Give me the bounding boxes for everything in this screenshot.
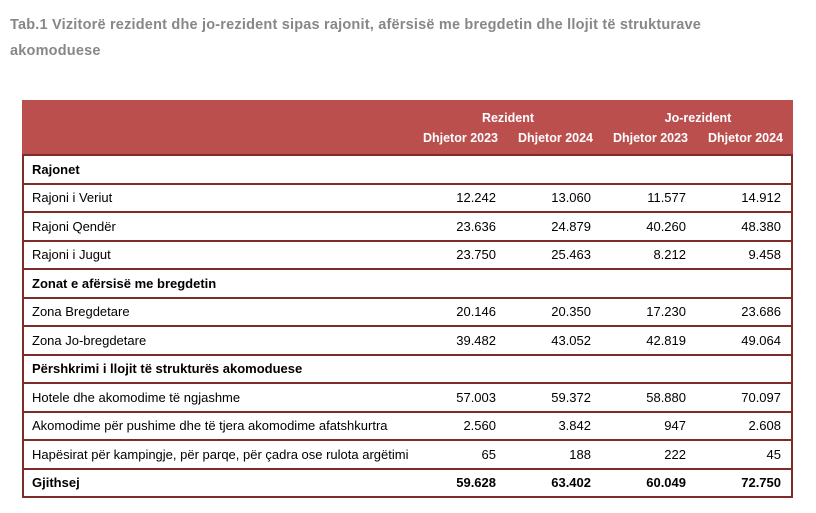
row-label: Përshkrimi i llojit të strukturës akomod… xyxy=(32,361,303,377)
cell-value: 72.750 xyxy=(741,475,781,491)
cell-value: 70.097 xyxy=(741,389,781,405)
cell-value: 39.482 xyxy=(456,332,496,348)
table-row: Rajoni i Veriut 12.242 13.060 11.577 14.912 xyxy=(22,182,793,211)
section-row: Përshkrimi i llojit të strukturës akomod… xyxy=(22,353,793,382)
section-row: Zonat e afërsisë me bregdetin xyxy=(22,268,793,297)
table-row: Rajoni i Jugut 23.750 25.463 8.212 9.458 xyxy=(22,239,793,268)
row-label: Zona Jo-bregdetare xyxy=(32,332,147,348)
cell-value: 9.458 xyxy=(748,247,781,263)
row-label: Hotele dhe akomodime të ngjashme xyxy=(32,389,241,405)
table-row: Zona Jo-bregdetare 39.482 43.052 42.819 49.0… xyxy=(22,325,793,354)
cell-value: 40.260 xyxy=(646,218,686,234)
cell-value: 60.049 xyxy=(646,475,686,491)
cell-value: 63.402 xyxy=(551,475,591,491)
cell-value: 23.686 xyxy=(741,304,781,320)
cell-value: 43.052 xyxy=(551,332,591,348)
row-label: Rajonet xyxy=(32,161,80,177)
table-body: Rajonet Rajoni i Veriut 12.242 13.060 11.577… xyxy=(22,154,793,498)
row-label: Zonat e afërsisë me bregdetin xyxy=(32,275,217,291)
table-row: Hapësirat për kampingje, për parqe, për … xyxy=(22,439,793,468)
cell-value: 25.463 xyxy=(551,247,591,263)
cell-value: 222 xyxy=(664,446,686,462)
cell-value: 45 xyxy=(766,446,781,462)
cell-value: 59.372 xyxy=(551,389,591,405)
column-header: Dhjetor 2023 xyxy=(422,131,498,145)
column-group-row: Rezident Jo-rezident xyxy=(22,108,793,128)
cell-value: 8.212 xyxy=(653,247,686,263)
table-header: Rezident Jo-rezident Dhjetor 2023 Dhjetor … xyxy=(22,100,793,154)
cell-value: 57.003 xyxy=(456,389,496,405)
column-header: Dhjetor 2024 xyxy=(517,131,593,145)
total-row: Gjithsej 59.628 63.402 60.049 72.750 xyxy=(22,467,793,496)
cell-value: 24.879 xyxy=(551,218,591,234)
cell-value: 65 xyxy=(481,446,496,462)
row-label: Hapësirat për kampingje, për parqe, për … xyxy=(32,446,409,462)
table-row: Zona Bregdetare 20.146 20.350 17.230 23.686 xyxy=(22,296,793,325)
row-label: Zona Bregdetare xyxy=(32,304,130,320)
column-header: Dhjetor 2024 xyxy=(707,131,783,145)
cell-value: 20.146 xyxy=(456,304,496,320)
cell-value: 12.242 xyxy=(456,190,496,206)
cell-value: 2.608 xyxy=(748,418,781,434)
cell-value: 188 xyxy=(569,446,591,462)
cell-value: 3.842 xyxy=(558,418,591,434)
row-label: Rajoni i Jugut xyxy=(32,247,111,263)
cell-value: 14.912 xyxy=(741,190,781,206)
row-label: Akomodime për pushime dhe të tjera akomo… xyxy=(32,418,388,434)
cell-value: 59.628 xyxy=(456,475,496,491)
table-row: Akomodime për pushime dhe të tjera akomo… xyxy=(22,410,793,439)
row-label: Gjithsej xyxy=(32,475,80,491)
cell-value: 48.380 xyxy=(741,218,781,234)
cell-value: 20.350 xyxy=(551,304,591,320)
section-row: Rajonet xyxy=(22,154,793,183)
cell-value: 23.636 xyxy=(456,218,496,234)
column-header: Dhjetor 2023 xyxy=(612,131,688,145)
cell-value: 58.880 xyxy=(646,389,686,405)
cell-value: 23.750 xyxy=(456,247,496,263)
visitors-table: Rezident Jo-rezident Dhjetor 2023 Dhjetor … xyxy=(22,100,793,498)
cell-value: 42.819 xyxy=(646,332,686,348)
cell-value: 11.577 xyxy=(647,190,686,206)
table-row: Rajoni Qendër 23.636 24.879 40.260 48.380 xyxy=(22,211,793,240)
column-group-label: Jo-rezident xyxy=(664,111,732,125)
cell-value: 13.060 xyxy=(551,190,591,206)
cell-value: 2.560 xyxy=(463,418,496,434)
table-row: Hotele dhe akomodime të ngjashme 57.003 59… xyxy=(22,382,793,411)
row-label: Rajoni Qendër xyxy=(32,218,116,234)
row-label: Rajoni i Veriut xyxy=(32,190,113,206)
cell-value: 947 xyxy=(664,418,686,434)
column-group-label: Rezident xyxy=(481,111,535,125)
cell-value: 49.064 xyxy=(741,332,781,348)
table-title: Tab.1 Vizitorë rezident dhe jo-rezident … xyxy=(10,17,702,59)
column-header-row: Dhjetor 2023 Dhjetor 2024 Dhjetor 2023 Dhje… xyxy=(22,128,793,148)
cell-value: 17.230 xyxy=(646,304,686,320)
